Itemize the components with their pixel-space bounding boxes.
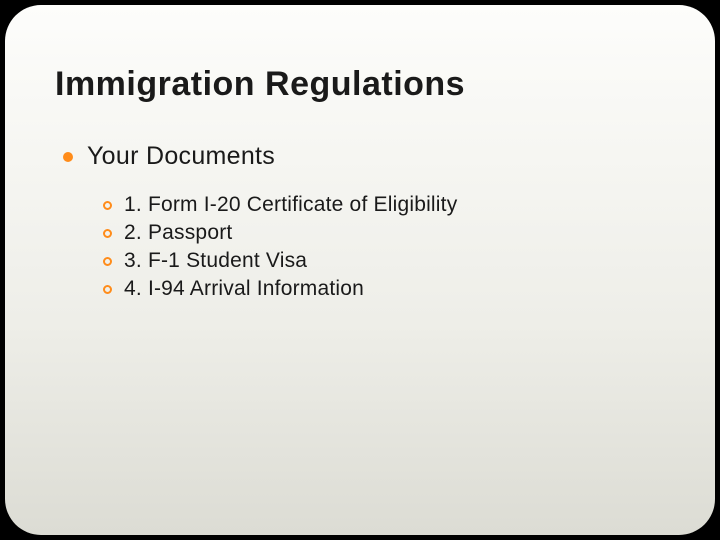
bullet-hollow-icon: [103, 229, 112, 238]
bullet-hollow-icon: [103, 201, 112, 210]
list-item: 1. Form I-20 Certificate of Eligibility: [103, 193, 665, 217]
slide-container: Immigration Regulations Your Documents 1…: [5, 5, 715, 535]
level2-text: 2. Passport: [124, 221, 232, 245]
level2-list: 1. Form I-20 Certificate of Eligibility …: [103, 193, 665, 301]
bullet-hollow-icon: [103, 257, 112, 266]
level1-text: Your Documents: [87, 142, 275, 171]
level2-text: 3. F-1 Student Visa: [124, 249, 307, 273]
bullet-filled-icon: [63, 152, 73, 162]
level2-text: 4. I-94 Arrival Information: [124, 277, 364, 301]
slide-title: Immigration Regulations: [55, 65, 665, 104]
level2-text: 1. Form I-20 Certificate of Eligibility: [124, 193, 457, 217]
list-item: 3. F-1 Student Visa: [103, 249, 665, 273]
bullet-hollow-icon: [103, 285, 112, 294]
level1-item: Your Documents: [63, 142, 665, 171]
list-item: 2. Passport: [103, 221, 665, 245]
list-item: 4. I-94 Arrival Information: [103, 277, 665, 301]
